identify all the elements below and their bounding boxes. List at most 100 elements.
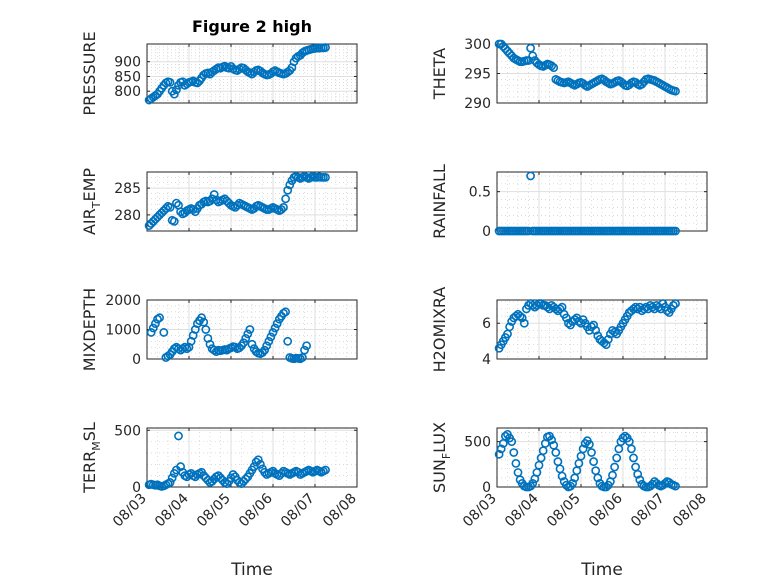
data-point bbox=[578, 444, 588, 454]
data-point bbox=[553, 457, 563, 466]
data-point bbox=[671, 481, 680, 491]
y-tick-label: 4 bbox=[482, 352, 491, 368]
data-point bbox=[211, 195, 221, 205]
data-point bbox=[281, 194, 290, 204]
data-point bbox=[209, 190, 219, 199]
data-point bbox=[171, 85, 181, 95]
axes-h2omixra: 4 6 H2OMIXRA bbox=[430, 287, 708, 373]
axes-terr_msl: 0 500 08/03 08/04 08/05 08/06 08/07 08/08 TERRMS… bbox=[80, 422, 360, 580]
data-point bbox=[239, 338, 248, 348]
data-point bbox=[201, 325, 211, 334]
y-axis-label: AIRTEMP bbox=[80, 168, 103, 235]
data-point bbox=[570, 315, 580, 325]
x-tick-label: 08/03 bbox=[460, 491, 500, 531]
data-point bbox=[321, 43, 330, 52]
data-point bbox=[243, 329, 253, 339]
data-point bbox=[507, 437, 517, 447]
data-point bbox=[561, 313, 571, 323]
data-point bbox=[641, 302, 651, 312]
y-tick-label: 0 bbox=[132, 480, 141, 496]
data-point bbox=[165, 77, 175, 87]
data-point bbox=[591, 466, 601, 476]
series-pressure bbox=[144, 43, 330, 105]
data-point bbox=[543, 302, 552, 312]
data-point bbox=[612, 453, 622, 463]
data-point bbox=[601, 482, 611, 492]
data-point bbox=[671, 86, 680, 96]
data-point bbox=[524, 226, 533, 236]
data-point bbox=[519, 318, 529, 328]
data-point bbox=[161, 204, 171, 213]
y-tick-label: 280 bbox=[114, 208, 141, 224]
data-point bbox=[509, 448, 519, 457]
data-point bbox=[526, 171, 535, 181]
data-point bbox=[205, 339, 215, 349]
x-tick-label: 08/03 bbox=[110, 491, 150, 531]
data-point bbox=[293, 467, 303, 477]
data-point bbox=[494, 449, 504, 459]
data-point bbox=[603, 334, 613, 344]
axes-mixdepth: 0 1000 2000 MIXDEPTH bbox=[80, 288, 358, 371]
data-point bbox=[547, 435, 556, 445]
y-tick-label: 500 bbox=[464, 435, 491, 451]
data-point bbox=[564, 318, 573, 328]
data-point bbox=[251, 457, 261, 467]
axes-air_temp: 280 285 AIRTEMP bbox=[80, 168, 358, 235]
x-tick-label: 08/04 bbox=[152, 490, 192, 530]
data-point bbox=[260, 467, 269, 477]
x-tick-label: 08/08 bbox=[320, 491, 360, 531]
series-terr_msl bbox=[144, 431, 330, 491]
data-point bbox=[555, 304, 565, 314]
x-tick-label: 08/06 bbox=[586, 490, 626, 530]
data-point bbox=[627, 444, 636, 454]
series-h2omixra bbox=[494, 299, 680, 353]
axes-rainfall: 0 0.5 RAINFALL bbox=[430, 164, 708, 240]
axes-sun_flux: 0 500 08/03 08/04 08/05 08/06 08/07 08/08 SUNFLU… bbox=[430, 422, 710, 580]
y-axis-label: THETA bbox=[430, 48, 449, 100]
data-point bbox=[589, 320, 598, 330]
data-point bbox=[639, 304, 649, 314]
axes-box bbox=[146, 43, 358, 104]
data-point bbox=[197, 313, 206, 323]
data-point bbox=[496, 444, 506, 454]
data-point bbox=[222, 479, 232, 488]
data-point bbox=[557, 471, 567, 481]
data-point bbox=[188, 205, 198, 214]
y-tick-label: 6 bbox=[482, 316, 491, 332]
y-tick-label: 2000 bbox=[105, 293, 141, 309]
y-axis-label: PRESSURE bbox=[80, 31, 99, 115]
y-axis-label: H2OMIXRA bbox=[430, 287, 449, 373]
data-point bbox=[165, 478, 175, 487]
data-point bbox=[169, 89, 179, 99]
data-point bbox=[241, 474, 251, 484]
data-point bbox=[174, 431, 183, 441]
y-tick-label: 850 bbox=[114, 69, 141, 85]
data-point bbox=[593, 473, 603, 483]
data-point bbox=[167, 473, 177, 483]
data-point bbox=[245, 325, 255, 334]
data-point bbox=[169, 216, 179, 226]
y-tick-label: 500 bbox=[114, 423, 141, 439]
data-point bbox=[585, 439, 594, 449]
data-point bbox=[587, 448, 596, 457]
y-tick-label: 0.5 bbox=[469, 185, 491, 201]
x-axis-label: Time bbox=[230, 560, 273, 580]
series-sun_flux bbox=[494, 429, 680, 492]
y-tick-label: 295 bbox=[464, 67, 491, 83]
data-point bbox=[671, 226, 680, 236]
data-point bbox=[631, 462, 640, 472]
axes-box bbox=[496, 299, 708, 360]
data-point bbox=[660, 478, 670, 488]
data-point bbox=[146, 328, 156, 337]
data-point bbox=[270, 323, 280, 333]
data-point bbox=[171, 198, 181, 208]
data-point bbox=[568, 478, 577, 488]
y-axis-label: TERRMSL bbox=[80, 422, 103, 494]
data-point bbox=[253, 455, 263, 465]
x-tick-label: 08/06 bbox=[236, 490, 276, 530]
data-point bbox=[633, 304, 643, 314]
data-point bbox=[283, 336, 293, 346]
series-mixdepth bbox=[146, 307, 311, 364]
data-point bbox=[511, 458, 521, 468]
